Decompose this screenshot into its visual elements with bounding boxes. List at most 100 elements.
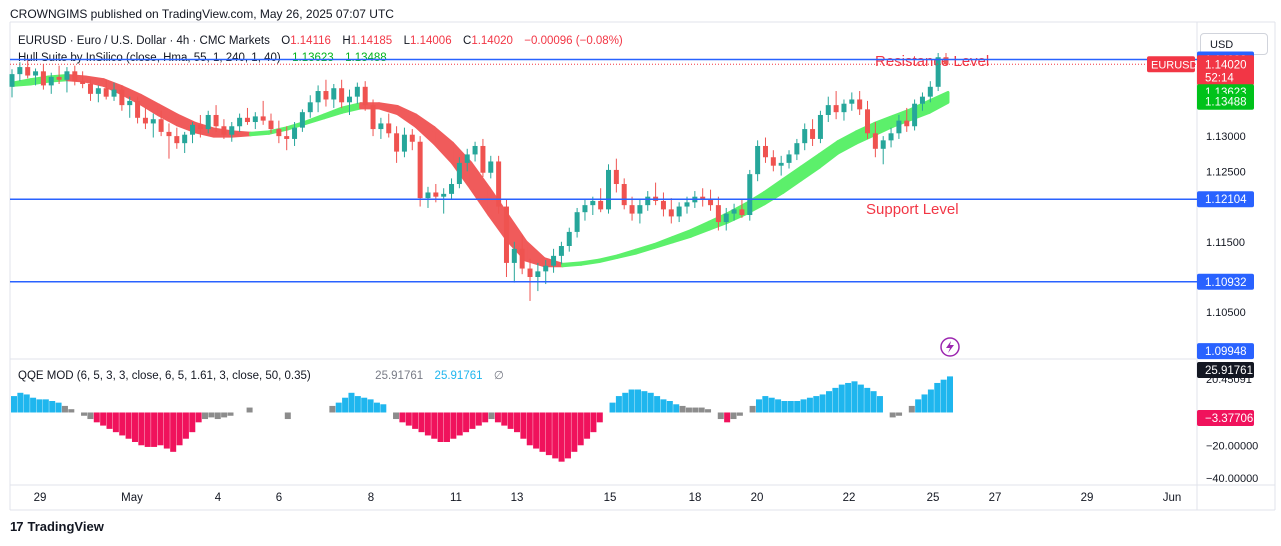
candle-body: [190, 124, 196, 135]
candle-body: [747, 174, 753, 216]
candle-body: [292, 127, 298, 139]
candle-body: [307, 102, 313, 113]
qqe-bar: [418, 412, 425, 433]
hull-band-segment: [10, 78, 32, 87]
qqe-bar: [571, 412, 578, 452]
hull-band-segment: [377, 102, 399, 116]
currency-button[interactable]: USD: [1200, 33, 1268, 55]
candle-body: [935, 57, 941, 87]
candle-body: [182, 134, 188, 144]
qqe-bar: [908, 405, 915, 413]
qqe-bar: [93, 412, 100, 423]
candle-body: [25, 67, 31, 76]
price-tick-label: 1.10500: [1206, 307, 1246, 319]
candle-body: [229, 126, 235, 135]
candle-body: [927, 86, 933, 97]
candle-body: [401, 134, 407, 152]
time-tick-label: 4: [215, 492, 222, 504]
candle-body: [417, 141, 423, 199]
candle-body: [276, 129, 282, 137]
qqe-bar: [628, 389, 635, 413]
level-badge-text: 1.12104: [1205, 194, 1247, 206]
candle-body: [268, 120, 274, 130]
qqe-bar: [819, 394, 826, 413]
qqe-bar: [112, 412, 119, 433]
hull-band-segment: [652, 236, 675, 249]
qqe-bar: [399, 412, 406, 423]
price-tick-label: 1.12500: [1206, 166, 1246, 178]
qqe-bar: [456, 412, 463, 436]
candle-body: [566, 231, 572, 246]
qqe-bar: [208, 412, 215, 418]
change-value: −0.00096 (−0.08%): [524, 35, 623, 47]
candle-body: [786, 154, 792, 163]
qqe-bar: [564, 412, 571, 459]
candle-body: [660, 200, 666, 210]
high-value: 1.14185: [350, 35, 393, 47]
qqe-bar: [857, 384, 864, 413]
candle-body: [762, 145, 768, 158]
time-tick-label: 6: [276, 492, 282, 504]
qqe-bar: [832, 387, 839, 413]
legend-source: CMC Markets: [199, 35, 270, 47]
candle-body: [668, 209, 674, 217]
candle-body: [346, 96, 352, 103]
candle-body: [323, 91, 329, 100]
qqe-bar: [49, 401, 56, 413]
candle-body: [841, 103, 847, 113]
price-tick-label: 1.11500: [1206, 237, 1245, 249]
candle-body: [582, 205, 588, 213]
legend-symbol: EURUSD: [18, 35, 67, 47]
qqe-bar: [940, 379, 947, 413]
candle-body: [684, 202, 690, 207]
qqe-bar: [533, 412, 540, 449]
qqe-bar: [826, 391, 833, 413]
candle-body: [64, 71, 70, 80]
time-tick-label: 20: [751, 492, 764, 504]
legend-name: Euro / U.S. Dollar: [76, 35, 167, 47]
hull-legend[interactable]: Hull Suite by InSilico (close, Hma, 55, …: [18, 52, 387, 64]
qqe-bar: [100, 412, 107, 426]
candle-body: [770, 157, 776, 166]
legend-dot-2: ·: [169, 35, 177, 47]
qqe-bar: [405, 412, 412, 426]
qqe-bar: [443, 412, 450, 442]
qqe-bar: [246, 407, 253, 413]
candle-body: [9, 74, 15, 87]
symbol-legend[interactable]: EURUSD · Euro / U.S. Dollar · 4h · CMC M…: [18, 35, 623, 47]
candle-body: [904, 120, 910, 127]
hull-band-segment: [873, 114, 895, 137]
level-lines: [10, 58, 1197, 283]
time-axis: 29 May 4 6 8 11 13 15 18 20 22 25 27 29 Jun: [34, 492, 1182, 504]
qqe-bar: [214, 412, 221, 420]
candle-body: [849, 99, 855, 104]
candle-body: [731, 209, 737, 214]
candle-body: [95, 88, 101, 94]
qqe-bar: [749, 405, 756, 413]
candle-body: [676, 206, 682, 217]
candle-body: [174, 136, 180, 144]
time-tick-label: 29: [34, 492, 47, 504]
candle-body: [551, 255, 557, 266]
candle-body: [72, 71, 78, 82]
support-annotation: Support Level: [866, 201, 959, 218]
candle-body: [503, 206, 509, 263]
qqe-bar: [380, 404, 387, 413]
qqe-bar: [335, 402, 342, 413]
candle-body: [48, 76, 54, 86]
qqe-bar: [182, 412, 189, 439]
candle-body: [896, 120, 902, 134]
hull-band-segment: [689, 220, 711, 238]
lightning-icon: [940, 337, 960, 357]
qqe-legend[interactable]: QQE MOD (6, 5, 3, 3, close, 6, 5, 1.61, …: [18, 368, 504, 382]
qqe-bar: [781, 401, 788, 413]
hull-band-segment: [414, 113, 436, 145]
qqe-bar: [469, 412, 476, 429]
candle-body: [888, 133, 894, 141]
hull-band-segment: [322, 106, 344, 120]
price-badges: 1.140881.121041.109321.1402052:14EURUSD1…: [1147, 51, 1254, 427]
qqe-bar: [647, 392, 654, 413]
qqe-bar: [755, 399, 762, 413]
candle-body: [621, 184, 627, 206]
